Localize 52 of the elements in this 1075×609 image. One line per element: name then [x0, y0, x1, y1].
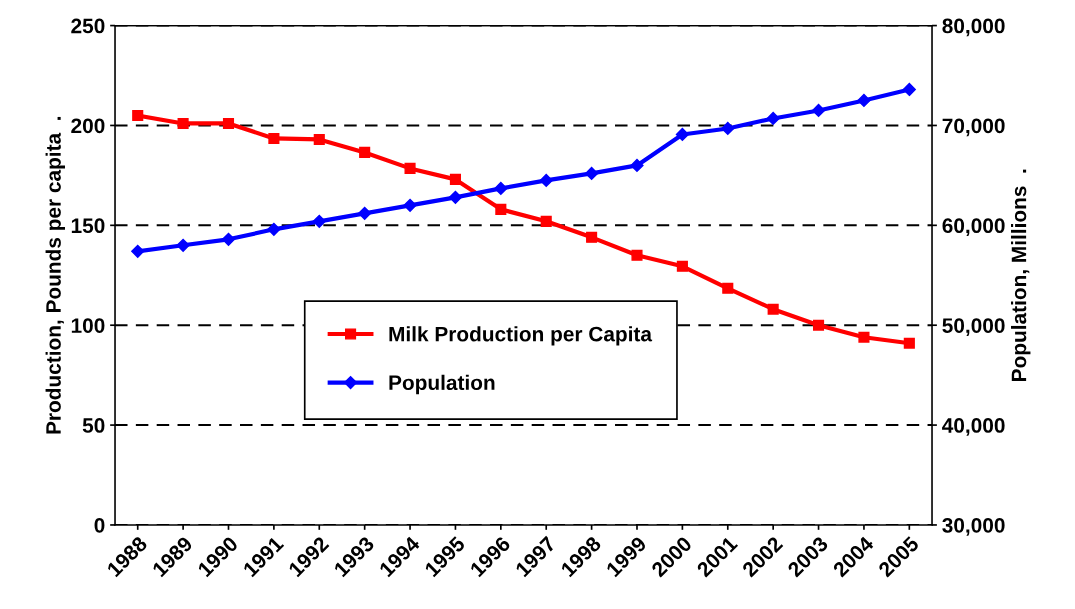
point [221, 232, 236, 246]
y-tick-label: 200 [71, 118, 105, 134]
point [358, 206, 372, 220]
point [132, 109, 144, 122]
y-axis-title: Production, Pounds per capita . [45, 116, 65, 434]
point [403, 198, 417, 212]
point [858, 331, 870, 343]
point [721, 121, 735, 136]
y-tick-label: 100 [71, 318, 105, 333]
point [676, 260, 688, 272]
point [539, 173, 553, 187]
point [722, 282, 734, 294]
point [268, 132, 280, 144]
point [586, 231, 598, 243]
point [359, 146, 371, 158]
y-tick-label: 250 [71, 18, 105, 34]
point [585, 166, 599, 180]
legend-label: Population [389, 374, 495, 395]
point [131, 244, 145, 258]
y2-tick-label: 30,000 [942, 517, 1005, 536]
point [631, 249, 643, 261]
point [857, 93, 871, 108]
y2-tick-label: 50,000 [942, 318, 1005, 336]
point [767, 303, 779, 315]
point [176, 238, 190, 252]
point [267, 222, 281, 236]
y2-tick-label: 80,000 [942, 18, 1005, 37]
point [494, 181, 508, 195]
point [902, 82, 916, 97]
point [448, 190, 463, 204]
point [312, 214, 326, 228]
point [495, 203, 507, 215]
point [766, 111, 780, 126]
point [449, 173, 461, 185]
point [903, 337, 915, 349]
y-tick-label: 0 [94, 517, 105, 533]
point [630, 158, 644, 172]
point [540, 215, 552, 227]
point [812, 319, 825, 331]
point [313, 133, 325, 145]
point [177, 117, 189, 130]
y2-tick-label: 70,000 [942, 118, 1005, 137]
point [222, 117, 235, 130]
point [811, 103, 826, 118]
point [675, 127, 689, 142]
y2-axis-title: Population, Millions . [1011, 169, 1031, 381]
y2-tick-label: 40,000 [942, 418, 1005, 436]
y-tick-label: 50 [82, 418, 105, 433]
y2-tick-label: 60,000 [942, 218, 1005, 237]
legend-label: Milk Production per Capita [389, 326, 653, 346]
point [404, 162, 416, 174]
y-tick-label: 150 [71, 218, 105, 234]
